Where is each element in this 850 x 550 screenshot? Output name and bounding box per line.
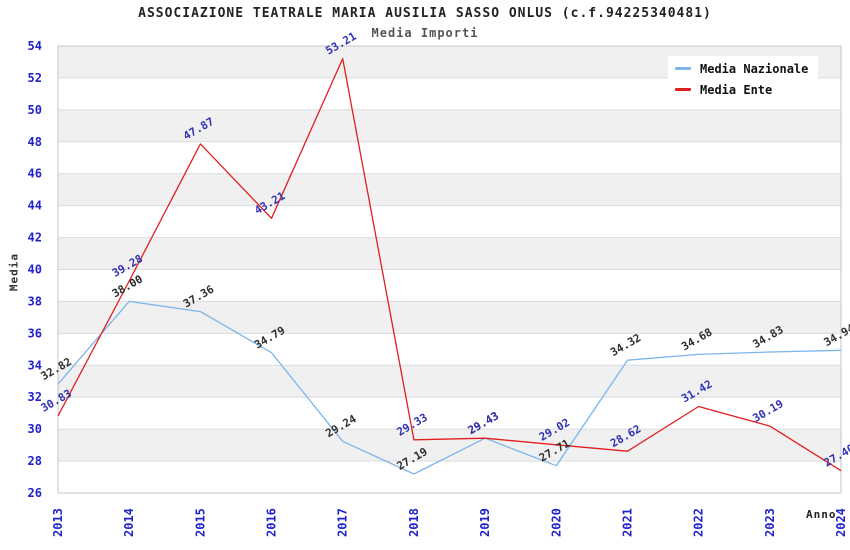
y-tick-label: 54	[28, 39, 42, 53]
x-tick-label: 2013	[51, 508, 65, 537]
x-tick-label: 2017	[336, 508, 350, 537]
y-axis-title: Media	[7, 252, 21, 292]
y-tick-label: 44	[28, 199, 42, 213]
y-tick-label: 46	[28, 167, 42, 181]
y-tick-label: 42	[28, 231, 42, 245]
data-label: 30.19	[750, 397, 785, 425]
x-tick-label: 2022	[692, 508, 706, 537]
chart-subtitle: Media Importi	[371, 26, 479, 40]
y-tick-label: 26	[28, 486, 42, 500]
y-tick-label: 28	[28, 454, 42, 468]
y-tick-label: 52	[28, 71, 42, 85]
legend-swatch-media-nazionale	[675, 67, 691, 70]
plot-bands	[58, 46, 841, 462]
x-tick-label: 2016	[265, 508, 279, 537]
data-label: 34.32	[608, 331, 643, 359]
x-tick-label: 2015	[193, 508, 207, 537]
y-tick-label: 32	[28, 390, 42, 404]
y-tick-label: 50	[28, 103, 42, 117]
x-tick-label: 2023	[763, 508, 777, 537]
plot-band	[58, 365, 841, 398]
series-line-media-ente	[57, 57, 842, 472]
legend-label-media-ente: Media Ente	[700, 82, 773, 97]
y-tick-label: 34	[28, 358, 42, 372]
y-tick-label: 36	[28, 326, 42, 340]
y-tick-label: 40	[28, 263, 42, 277]
x-tick-labels: 2013 2014 2015 2016 2017 2018 2019 2020 2021 2022…	[51, 508, 848, 537]
y-tick-label: 30	[28, 422, 42, 436]
y-tick-label: 38	[28, 294, 42, 308]
x-tick-label: 2020	[549, 508, 563, 537]
data-label: 30.83	[39, 387, 74, 415]
plot-band	[58, 109, 841, 142]
x-tick-label: 2019	[478, 508, 492, 537]
series-line-media-nazionale	[57, 300, 842, 475]
plot-band	[58, 173, 841, 206]
x-tick-label: 2024	[834, 508, 848, 537]
plot-band	[58, 237, 841, 270]
chart-title: ASSOCIAZIONE TEATRALE MARIA AUSILIA SASS…	[138, 6, 712, 21]
y-tick-label: 48	[28, 135, 42, 149]
x-axis-title: Anno	[806, 508, 837, 521]
plot-border	[57, 45, 842, 494]
plot-band	[58, 301, 841, 334]
x-tick-label: 2014	[122, 508, 136, 537]
y-tick-labels: 26 28 30 32 34 36 38 40 42 44 46 48 50 52 54	[28, 39, 42, 500]
legend: Media Nazionale Media Ente	[668, 56, 819, 102]
x-tick-label: 2021	[620, 508, 634, 537]
legend-item-media-ente[interactable]: Media Ente	[675, 79, 808, 100]
legend-label-media-nazionale: Media Nazionale	[700, 61, 809, 76]
legend-swatch-media-ente	[675, 88, 691, 91]
x-tick-label: 2018	[407, 508, 421, 537]
legend-item-media-nazionale[interactable]: Media Nazionale	[675, 58, 808, 79]
